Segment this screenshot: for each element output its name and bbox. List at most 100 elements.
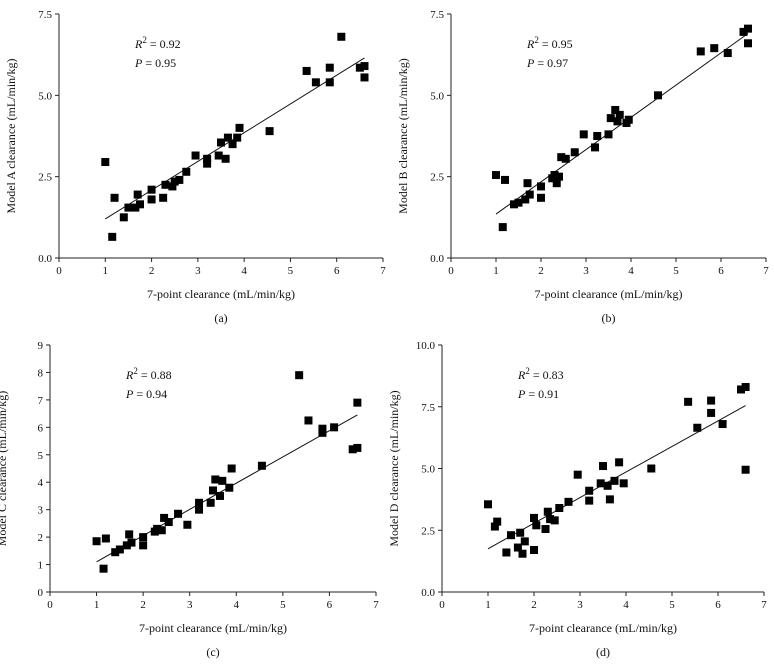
data-point [195, 498, 204, 507]
y-axis-title: Model A clearance (mL/min/kg) [4, 59, 18, 214]
data-point [318, 428, 327, 437]
data-point [161, 180, 170, 189]
data-point [573, 470, 582, 479]
data-point [737, 385, 745, 394]
x-tick-label: 2 [538, 265, 544, 277]
y-tick-label: 10.0 [416, 340, 436, 352]
x-tick-label: 5 [673, 265, 679, 277]
data-point [507, 531, 515, 540]
data-point [615, 110, 624, 119]
y-axis-title: Model D clearance (mL/min/kg) [387, 390, 401, 546]
x-tick-label: 2 [149, 265, 155, 277]
data-point [619, 479, 628, 488]
panel-label: (c) [206, 645, 219, 659]
scatter-panel: 0 1 2 3 4 5 6 7 0.0 2.5 5.0 7.5 7-point clearance (m… [396, 9, 769, 325]
y-tick-label: 7.5 [430, 9, 444, 21]
data-point [502, 548, 511, 557]
data-point [218, 476, 227, 485]
y-tick-label: 0.0 [421, 587, 435, 599]
data-point [215, 491, 224, 500]
r-squared-annotation: R2 = 0.92 [134, 35, 181, 51]
data-point [191, 151, 200, 160]
y-tick-label: 5.0 [38, 90, 52, 102]
data-point [257, 461, 266, 470]
x-tick-label: 6 [327, 599, 333, 611]
panel-label: (b) [602, 311, 616, 325]
data-point [530, 546, 538, 555]
y-tick-label: 1 [38, 560, 44, 572]
data-point [624, 115, 633, 124]
data-point [209, 486, 217, 495]
data-point [654, 91, 662, 100]
data-point [115, 545, 124, 554]
data-point [325, 63, 334, 72]
data-point [330, 423, 339, 432]
data-point [318, 424, 327, 433]
x-tick-label: 3 [187, 599, 193, 611]
data-point [555, 504, 564, 513]
x-tick-label: 7 [763, 265, 769, 277]
data-point [647, 464, 656, 473]
y-tick-label: 0 [38, 587, 44, 599]
data-point [92, 537, 101, 546]
x-tick-label: 5 [288, 265, 294, 277]
data-point [160, 513, 169, 522]
x-tick-label: 3 [577, 599, 583, 611]
y-tick-label: 2.5 [430, 172, 444, 184]
data-point [718, 420, 727, 429]
y-tick-label: 0.0 [38, 253, 52, 265]
data-point [203, 154, 212, 163]
x-axis-title: 7-point clearance (mL/min/kg) [147, 287, 295, 301]
x-tick-label: 2 [531, 599, 537, 611]
data-point [355, 63, 364, 72]
data-point [353, 443, 362, 452]
data-point [744, 39, 752, 48]
data-point [585, 496, 594, 505]
data-point [557, 153, 566, 162]
data-point [227, 464, 236, 473]
data-point [603, 481, 612, 490]
data-point [235, 123, 244, 132]
p-annotation: P = 0.97 [526, 56, 568, 70]
data-point [532, 521, 541, 530]
data-point [739, 27, 748, 36]
data-point [516, 528, 525, 537]
data-point [265, 127, 274, 136]
data-point [537, 182, 545, 191]
y-tick-label: 2 [38, 532, 44, 544]
data-point [147, 185, 156, 194]
data-point [596, 479, 605, 488]
data-point [157, 526, 166, 535]
data-point [693, 423, 702, 432]
x-tick-label: 5 [669, 599, 675, 611]
data-point [546, 515, 555, 524]
data-point [99, 564, 108, 573]
data-point [523, 179, 532, 188]
data-point [217, 138, 225, 147]
data-point [541, 525, 550, 534]
x-tick-label: 4 [234, 599, 240, 611]
data-point [124, 203, 133, 212]
data-point [493, 517, 502, 526]
data-point [302, 66, 311, 75]
data-point [159, 193, 168, 202]
y-tick-label: 2.5 [38, 172, 52, 184]
x-tick-label: 1 [493, 265, 499, 277]
data-point [311, 78, 320, 87]
x-axis-title: 7-point clearance (mL/min/kg) [529, 621, 677, 635]
data-point [550, 516, 559, 525]
x-tick-label: 4 [241, 265, 247, 277]
data-point [221, 154, 230, 163]
x-axis-title: 7-point clearance (mL/min/kg) [139, 621, 287, 635]
x-tick-label: 0 [439, 599, 445, 611]
data-point [741, 382, 750, 391]
x-tick-label: 6 [334, 265, 340, 277]
data-point [498, 223, 507, 232]
data-point [228, 140, 237, 149]
data-point [360, 73, 369, 82]
data-point [122, 541, 131, 550]
data-point [564, 497, 573, 506]
x-tick-label: 7 [373, 599, 379, 611]
x-tick-label: 6 [718, 265, 724, 277]
data-point [131, 203, 140, 212]
